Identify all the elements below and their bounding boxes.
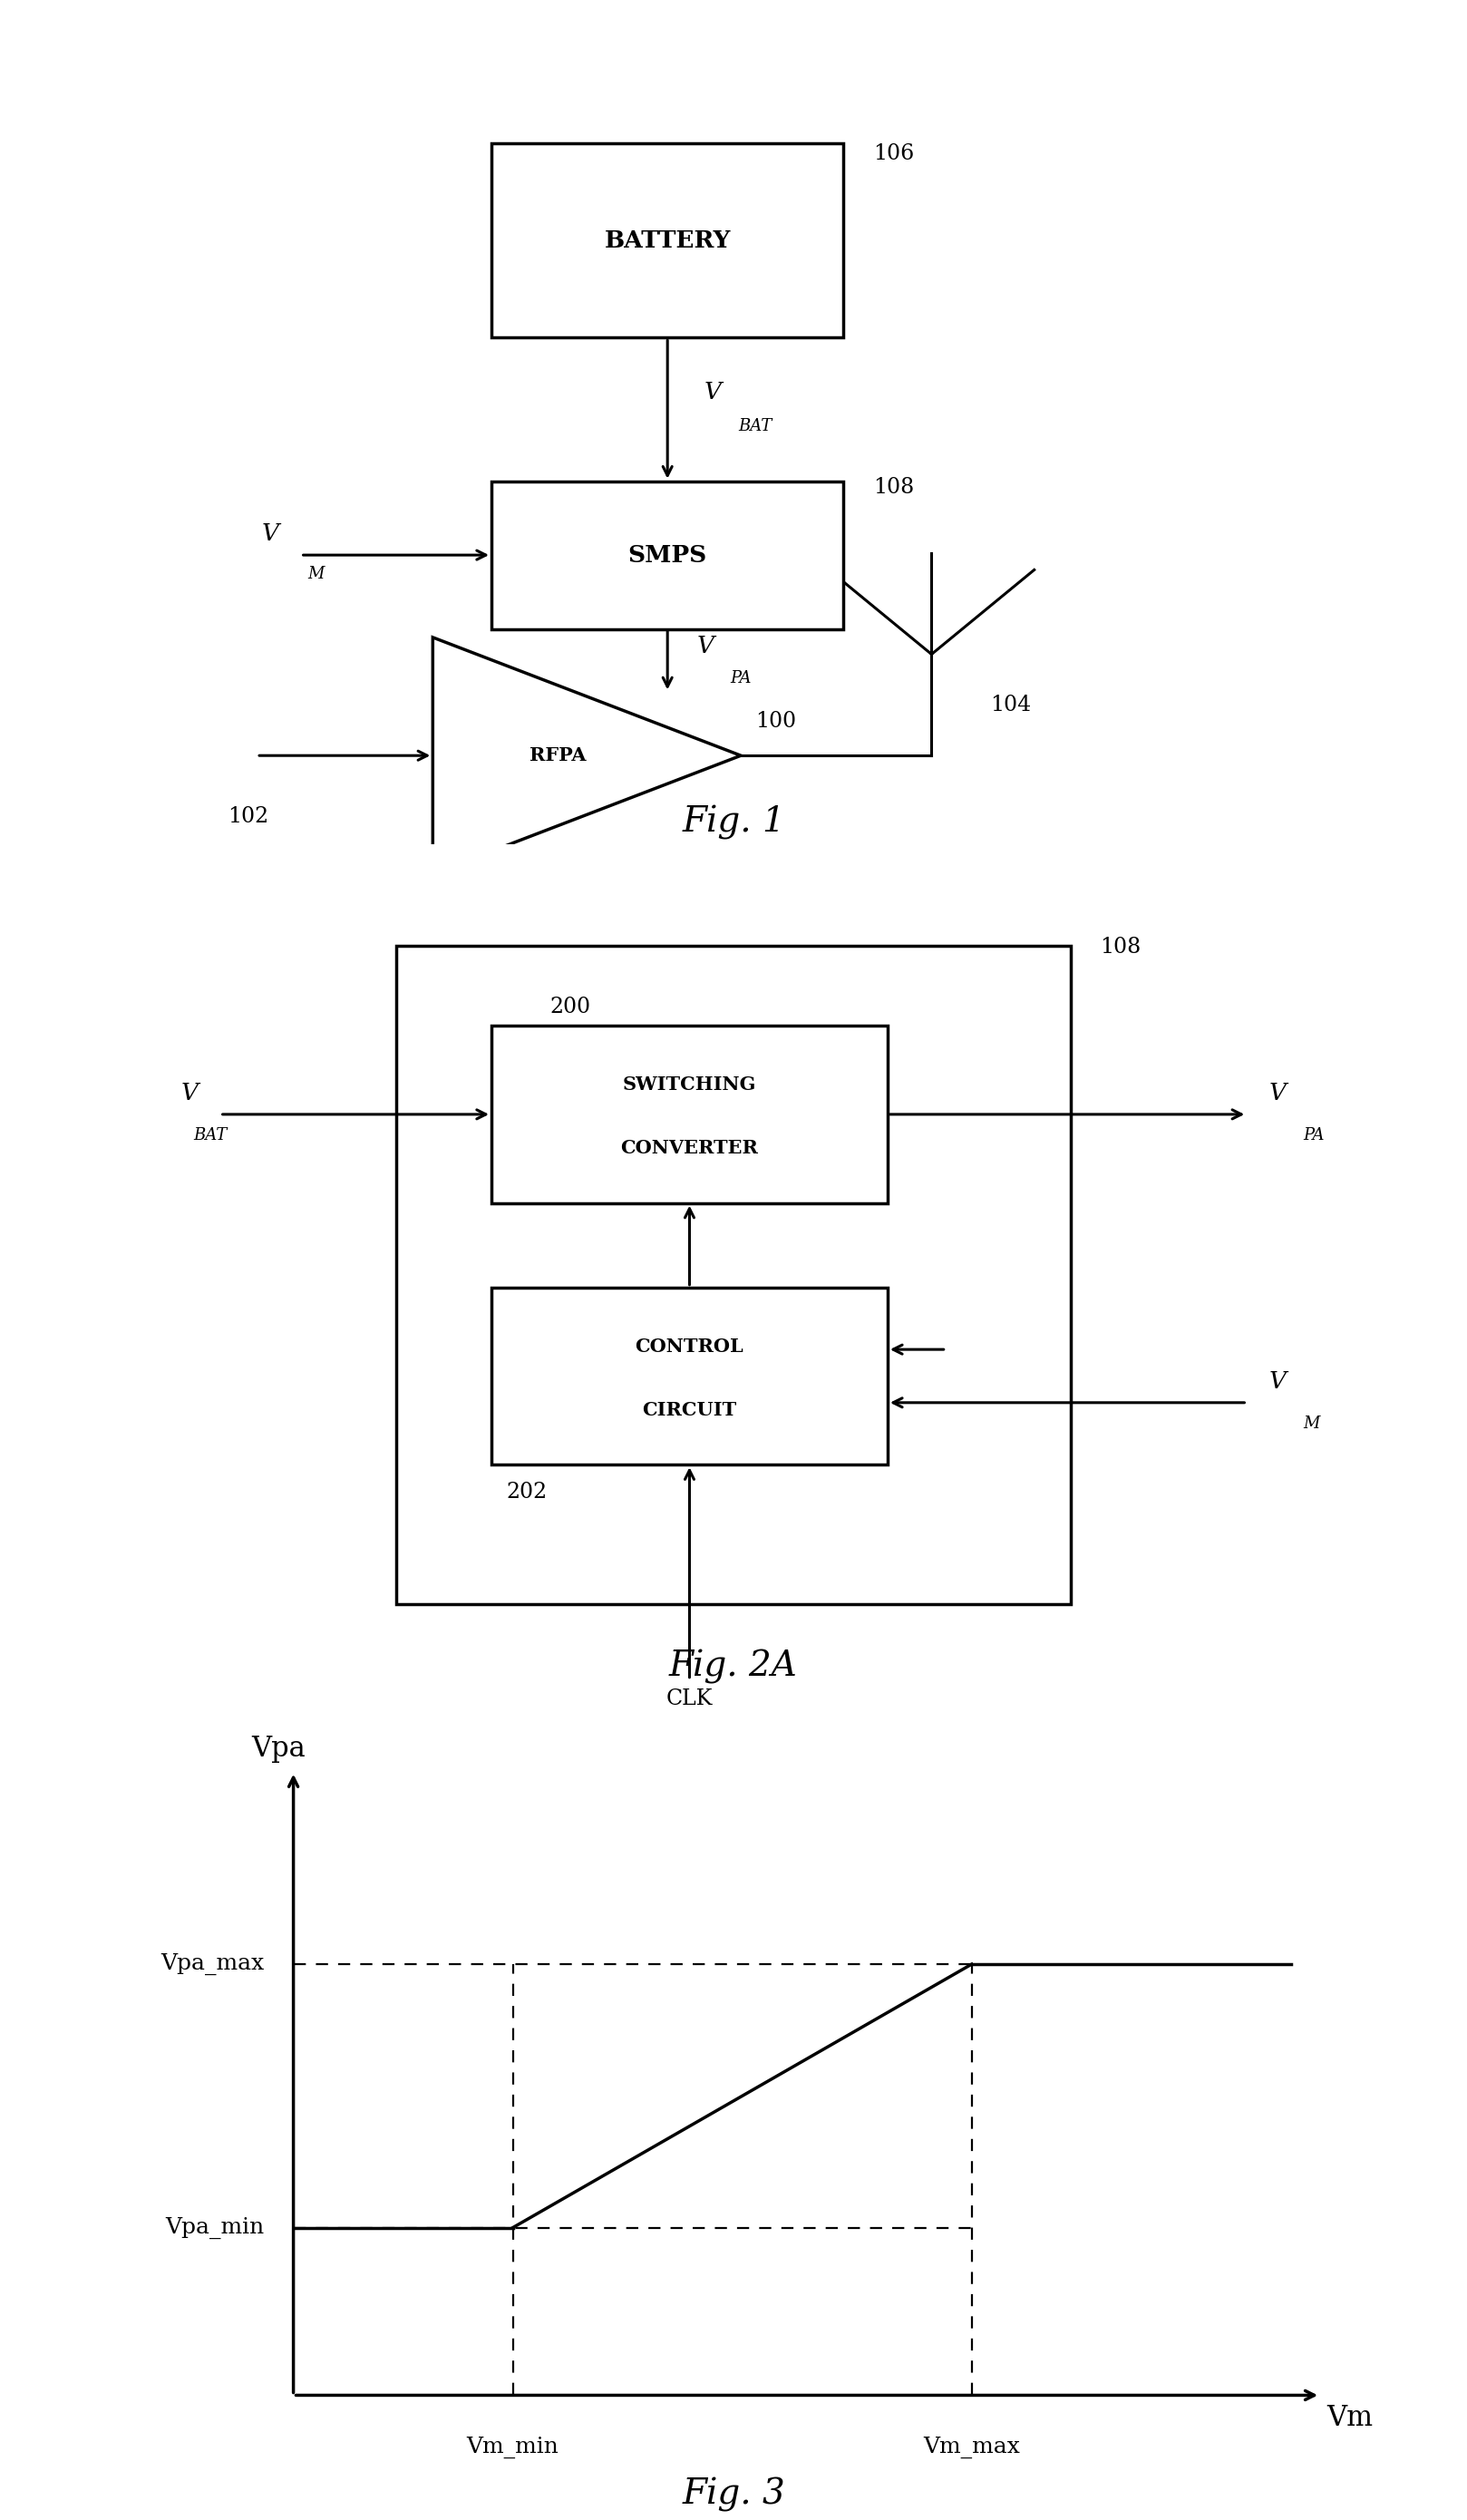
Text: Fig. 1: Fig. 1: [682, 806, 785, 839]
Text: V: V: [697, 635, 714, 658]
Text: Vm_min: Vm_min: [467, 2437, 559, 2460]
Text: BAT: BAT: [738, 418, 772, 433]
Text: 108: 108: [873, 476, 914, 499]
Text: 100: 100: [756, 711, 797, 733]
Text: Vpa: Vpa: [252, 1736, 305, 1764]
Bar: [491, 481, 844, 630]
Text: RFPA: RFPA: [530, 746, 585, 764]
Text: Vm_max: Vm_max: [923, 2437, 1020, 2460]
Text: 106: 106: [873, 144, 914, 164]
Text: PA: PA: [731, 670, 753, 685]
Text: M: M: [308, 564, 324, 582]
Text: Fig. 3: Fig. 3: [682, 2477, 785, 2512]
Text: CONTROL: CONTROL: [635, 1338, 744, 1356]
Bar: [396, 945, 1071, 1605]
Text: CLK: CLK: [666, 1688, 713, 1709]
Text: M: M: [1303, 1416, 1319, 1431]
Text: CIRCUIT: CIRCUIT: [643, 1401, 736, 1419]
Polygon shape: [433, 638, 741, 874]
Text: SMPS: SMPS: [628, 544, 707, 567]
Text: CONVERTER: CONVERTER: [621, 1139, 758, 1157]
Text: 104: 104: [990, 696, 1031, 716]
Text: 108: 108: [1100, 937, 1141, 958]
Text: Vm: Vm: [1326, 2404, 1373, 2432]
Text: V: V: [1269, 1081, 1287, 1104]
Text: 102: 102: [227, 806, 268, 827]
Text: Vpa_min: Vpa_min: [164, 2218, 264, 2238]
Text: 200: 200: [550, 995, 591, 1018]
Bar: [491, 144, 844, 338]
Text: BAT: BAT: [194, 1126, 227, 1144]
Text: PA: PA: [1303, 1126, 1325, 1144]
Text: V: V: [1269, 1371, 1287, 1394]
Bar: [491, 1026, 888, 1202]
Text: SWITCHING: SWITCHING: [622, 1076, 757, 1094]
Bar: [491, 1288, 888, 1464]
Text: 202: 202: [506, 1482, 547, 1502]
Text: V: V: [180, 1081, 198, 1104]
Text: V: V: [704, 381, 722, 403]
Text: Fig. 2A: Fig. 2A: [669, 1651, 798, 1683]
Text: BATTERY: BATTERY: [604, 229, 731, 252]
Text: Vpa_max: Vpa_max: [160, 1953, 264, 1976]
Text: V: V: [261, 522, 279, 544]
